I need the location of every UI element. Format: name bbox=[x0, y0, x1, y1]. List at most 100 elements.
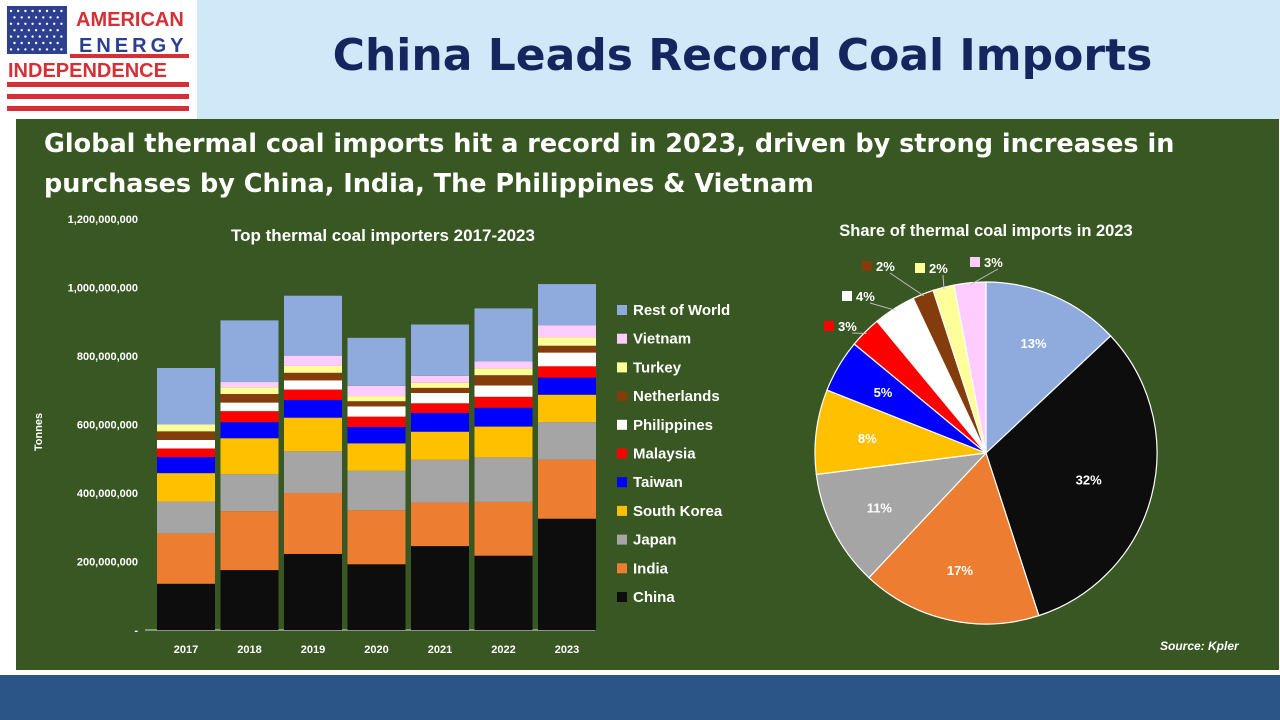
legend-label-turkey: Turkey bbox=[633, 359, 682, 376]
pie-label-india: 17% bbox=[947, 563, 973, 578]
logo-stripe bbox=[7, 106, 189, 111]
logo-stripe bbox=[7, 94, 189, 99]
logo-star bbox=[31, 48, 34, 51]
logo-star bbox=[53, 22, 56, 25]
bar-segment-netherlands-2019 bbox=[284, 372, 342, 381]
logo-star bbox=[17, 35, 20, 38]
x-tick-label: 2020 bbox=[364, 644, 388, 656]
logo-star bbox=[9, 9, 13, 13]
pie-chart-title: Share of thermal coal imports in 2023 bbox=[839, 222, 1132, 240]
pie-slice-japan bbox=[815, 452, 988, 579]
y-tick-label: 1,000,000,000 bbox=[68, 283, 138, 295]
logo-star bbox=[38, 22, 41, 25]
bar-segment-malaysia-2019 bbox=[284, 389, 342, 400]
bar-segment-india-2022 bbox=[474, 501, 533, 556]
bar-segment-turkey-2020 bbox=[347, 396, 406, 402]
logo-star bbox=[53, 9, 56, 13]
logo-star bbox=[45, 22, 49, 25]
legend-label-malaysia: Malaysia bbox=[633, 446, 696, 463]
bar-segment-vietnam-2022 bbox=[474, 361, 533, 369]
bar-segment-turkey-2022 bbox=[474, 368, 533, 376]
logo-star bbox=[9, 35, 13, 38]
y-axis-ticks: - 200,000,000 400,000,000 600,000,000 800,00… bbox=[68, 214, 139, 637]
logo-star bbox=[17, 22, 20, 25]
bar-segment-turkey-2018 bbox=[220, 387, 279, 395]
bar-segment-philippines-2021 bbox=[411, 392, 469, 404]
legend-swatch-india bbox=[617, 563, 627, 574]
logo-star bbox=[49, 16, 52, 19]
logo-graphic: AMERICAN ENERGY INDEPENDENCE bbox=[7, 6, 189, 111]
legend-swatch-philippines bbox=[617, 419, 627, 430]
footer-bar bbox=[0, 675, 1280, 720]
logo-star bbox=[13, 41, 16, 45]
logo-star bbox=[56, 29, 59, 32]
legend-swatch-south-korea bbox=[617, 505, 627, 516]
logo-stripe bbox=[7, 82, 189, 87]
bar-segment-taiwan-2021 bbox=[411, 412, 469, 432]
logo-text-line-2: ENERGY bbox=[79, 35, 187, 57]
bar-segment-rest-of-world-2018 bbox=[220, 320, 279, 383]
legend-swatch-vietnam bbox=[617, 333, 627, 344]
logo-star bbox=[17, 48, 20, 51]
bar-segment-vietnam-2023 bbox=[538, 325, 596, 338]
bar-segment-taiwan-2023 bbox=[538, 377, 596, 395]
source-note: Source: Kpler bbox=[1160, 639, 1239, 653]
logo-star bbox=[45, 35, 49, 38]
logo-star bbox=[27, 41, 31, 45]
pie-label-philippines: 4% bbox=[856, 289, 875, 304]
bar-segment-malaysia-2017 bbox=[157, 448, 215, 458]
logo-star bbox=[24, 35, 27, 38]
pie-label-vietnam: 3% bbox=[984, 255, 1003, 270]
bar-segment-south-korea-2019 bbox=[284, 417, 342, 452]
bar-segment-south-korea-2021 bbox=[411, 431, 469, 460]
bar-segment-vietnam-2021 bbox=[411, 375, 469, 383]
legend-swatch-rest-of-world bbox=[617, 305, 627, 315]
bar-segment-japan-2018 bbox=[220, 474, 279, 512]
logo-star bbox=[20, 29, 23, 32]
bar-segment-rest-of-world-2021 bbox=[411, 324, 469, 376]
x-tick-label: 2018 bbox=[237, 644, 261, 656]
logo-text-line-3: INDEPENDENCE bbox=[8, 60, 167, 82]
bar-segment-japan-2020 bbox=[347, 470, 406, 511]
bar-segment-turkey-2017 bbox=[157, 424, 215, 432]
bar-segment-netherlands-2020 bbox=[347, 401, 406, 407]
logo-stripe bbox=[70, 54, 189, 58]
logo-star bbox=[38, 35, 41, 38]
y-axis-label: Tonnes bbox=[33, 413, 45, 451]
logo-star bbox=[17, 9, 20, 13]
pie-slice-rest-of-world bbox=[985, 281, 1112, 455]
pie-label-malaysia: 3% bbox=[838, 319, 857, 334]
pie-slice-vietnam bbox=[953, 281, 987, 454]
bar-segment-india-2019 bbox=[284, 493, 342, 554]
bar-segment-malaysia-2021 bbox=[411, 403, 469, 413]
logo-star bbox=[42, 41, 45, 45]
bar-segment-netherlands-2021 bbox=[411, 387, 469, 393]
pie-label-japan: 11% bbox=[867, 500, 893, 515]
pie-slice-china bbox=[985, 335, 1158, 617]
bar-segment-japan-2022 bbox=[474, 457, 533, 502]
legend-label-taiwan: Taiwan bbox=[633, 474, 683, 491]
pie-slice-india bbox=[868, 451, 1040, 625]
legend-label-china: China bbox=[633, 589, 675, 606]
header-bar bbox=[0, 0, 1280, 120]
pie-label-turkey: 2% bbox=[929, 261, 948, 276]
bar-segment-rest-of-world-2023 bbox=[538, 284, 596, 326]
bar-chart-title: Top thermal coal importers 2017-2023 bbox=[231, 226, 535, 245]
logo-text-line-1: AMERICAN bbox=[76, 9, 184, 31]
pie-label-swatch-turkey bbox=[915, 263, 925, 273]
pie-slices bbox=[814, 281, 1158, 625]
logo-star bbox=[24, 22, 27, 25]
pie-label-china: 32% bbox=[1076, 472, 1102, 487]
logo-star bbox=[49, 29, 52, 32]
logo-star bbox=[24, 48, 27, 51]
pie-label-swatch-netherlands bbox=[862, 261, 872, 271]
bar-segment-japan-2017 bbox=[157, 501, 215, 534]
logo-star bbox=[9, 48, 13, 51]
logo-star bbox=[60, 22, 63, 25]
bar-segment-netherlands-2022 bbox=[474, 375, 533, 386]
pie-label-swatch-philippines bbox=[842, 291, 852, 301]
bar-segment-philippines-2019 bbox=[284, 380, 342, 390]
logo-star bbox=[38, 48, 41, 51]
legend: Rest of World Vietnam Turkey Netherlands Phi… bbox=[617, 302, 730, 606]
